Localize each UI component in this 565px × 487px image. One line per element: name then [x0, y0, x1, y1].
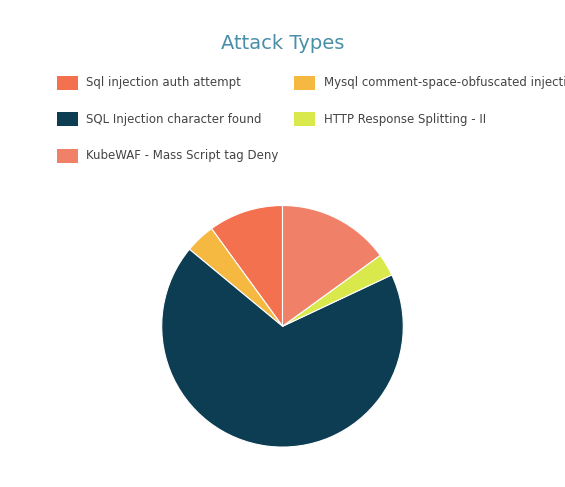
Text: Attack Types: Attack Types	[221, 34, 344, 53]
Wedge shape	[162, 249, 403, 447]
Text: Mysql comment-space-obfuscated injection: Mysql comment-space-obfuscated injection	[324, 76, 565, 89]
Wedge shape	[189, 228, 282, 326]
Text: KubeWAF - Mass Script tag Deny: KubeWAF - Mass Script tag Deny	[86, 150, 279, 162]
Wedge shape	[211, 206, 282, 326]
Wedge shape	[282, 206, 380, 326]
Text: SQL Injection character found: SQL Injection character found	[86, 113, 262, 126]
Text: HTTP Response Splitting - II: HTTP Response Splitting - II	[324, 113, 486, 126]
Wedge shape	[282, 255, 392, 326]
Text: Sql injection auth attempt: Sql injection auth attempt	[86, 76, 241, 89]
